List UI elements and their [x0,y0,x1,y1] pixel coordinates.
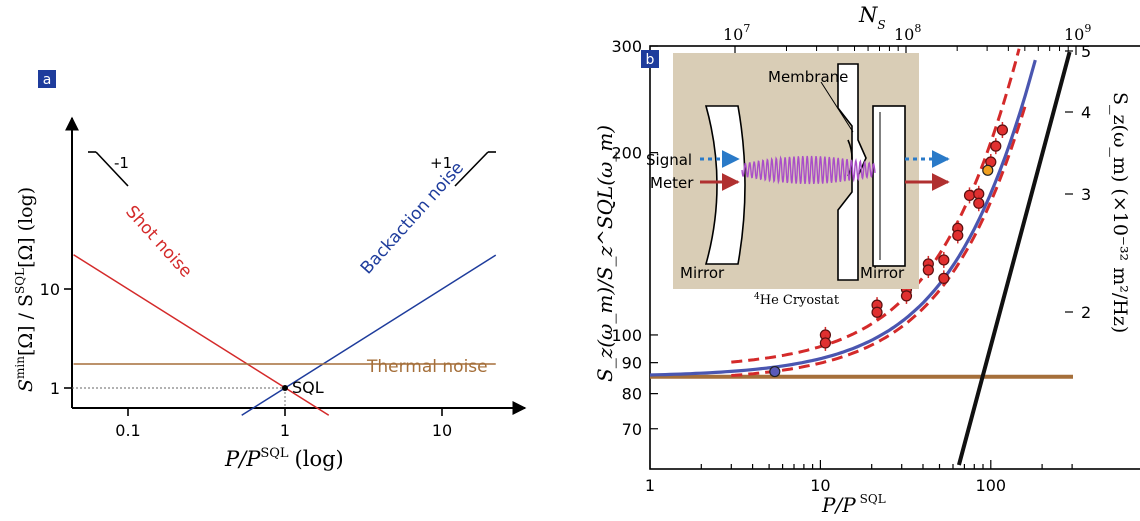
panel-a-y-label: Smin[Ω] / SSQL[Ω](log) [13,187,37,392]
panel-b-top-tick-label: 109 [1064,22,1091,44]
data-point-highlight [769,365,781,378]
panel-a-y-tick-label: 10 [40,280,60,299]
data-point [922,264,934,276]
panel-b-points [769,121,1009,378]
panel-b-right-tick-label: 4 [1081,103,1091,122]
membrane-icon [847,139,853,177]
backaction-noise-line [241,254,497,416]
meter-label: Meter [650,174,694,192]
sql-point-label: SQL [292,378,324,397]
panel-b-x-label: P/P SQL [821,492,886,517]
data-point-highlight [982,164,994,176]
shot-noise-label: Shot noise [121,202,196,282]
panel-a-label: a [43,72,52,88]
data-point [963,189,976,201]
panel-b-label-box [641,50,659,68]
panel-b-y-tick-label: 100 [611,326,642,345]
right-mirror-icon [872,105,906,267]
thermal-noise-label: Thermal noise [366,357,488,377]
data-point [819,337,832,349]
panel-a-x-tick-label: 1 [280,421,290,440]
slope-plus-one-label: +1 [430,154,452,172]
data-point [990,140,1002,152]
left-mirror-label: Mirror [680,264,725,282]
data-point [871,306,883,318]
membrane-label: Membrane [768,68,848,86]
data-point [973,197,985,209]
sql-point [282,385,288,391]
panel-b-frame [649,45,1140,470]
intracavity-field-wave [741,155,876,185]
signal-label: Signal [646,151,692,169]
panel-a-y-tick-label: 1 [50,379,60,398]
panel-b-top-axis-label: NS [858,3,886,32]
panel-a-x-label: P/PSQL (log) [224,446,344,471]
panel-b-y-label: S_z(ω_m)/S_z^SQL(ω_m) [593,125,617,382]
slope-plus-one-mark [454,151,489,187]
panel-b-top-tick-label: 107 [723,22,750,44]
panel-b-label: b [646,52,655,68]
panel-a-label-box [38,70,56,88]
panel-b-ticks: 1 10 100 70 80 90 100 200 300 107 108 109 2 3 4 5 [611,22,1091,495]
model-fit-line [649,59,1037,377]
panel-b-right-tick-label: 2 [1081,303,1091,322]
data-point [952,229,964,242]
panel-b-y-tick-label: 200 [611,144,642,163]
slope-minus-one-mark [95,151,129,187]
panel-b-x-tick-label: 100 [976,476,1007,495]
backaction-noise-line [956,51,1072,466]
data-point [900,290,913,302]
panel-a-series [72,254,497,416]
panel-b-right-y-label: S_z(ω_m) (×10⁻³² m²/Hz) [1109,92,1131,333]
panel-b-y-tick-label: 80 [622,385,642,404]
panel-b-y-tick-label: 90 [622,354,642,373]
shot-noise-line [73,254,330,416]
panel-a-x-tick-label: 0.1 [115,421,140,440]
membrane-pointer-line [820,81,854,133]
panel-b-top-tick-label: 108 [894,22,921,44]
panel-b-x-tick-label: 10 [810,476,830,495]
panel-a: a 0.1 1 10 1 10 -1 +1 Shot noise Backaction … [13,70,527,471]
panel-b: 1 10 100 70 80 90 100 200 300 107 108 109 2 3 4 5 P/P SQ… [593,3,1140,517]
cryostat-label: 4He Cryostat [754,292,840,308]
data-point [938,254,950,266]
data-point [938,272,950,284]
backaction-noise-label: Backaction noise [357,158,468,278]
panel-b-y-tick-label: 300 [611,37,642,56]
apparatus-inset: Signal Meter Membrane Mirror Mirror 4He … [646,53,950,308]
panel-b-right-tick-label: 3 [1081,185,1091,204]
panel-b-y-tick-label: 70 [622,420,642,439]
right-mirror-label: Mirror [860,264,905,282]
panel-b-x-tick-label: 1 [645,476,655,495]
panel-a-x-tick-label: 10 [432,421,452,440]
slope-minus-one-label: -1 [114,154,129,172]
data-point [996,124,1009,136]
panel-b-right-tick-label: 5 [1081,42,1091,61]
panel-a-ticks: 0.1 1 10 1 10 [40,280,453,440]
